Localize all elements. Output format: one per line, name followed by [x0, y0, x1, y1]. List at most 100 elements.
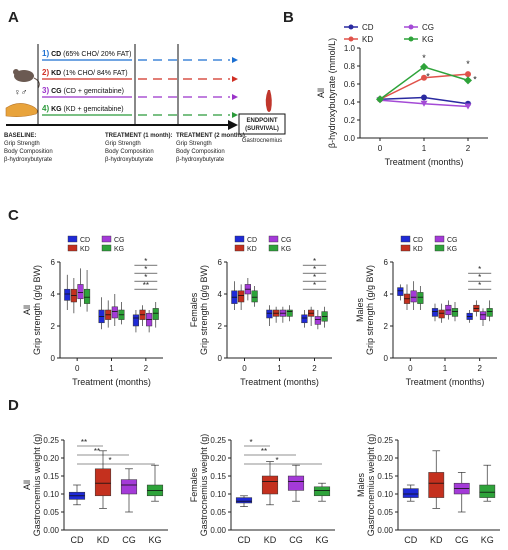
box-kg [479, 484, 496, 498]
legend-label-cg: CG [114, 237, 125, 244]
legend-label-cd: CD [247, 237, 257, 244]
study-design-schematic: ♀♂ 1) CD (65% CHO/ 20% FAT) 2) KD (1% CH… [4, 44, 286, 163]
category-label: CG [289, 535, 303, 545]
y-axis-label-2: Gastrocnemius weight (g) [199, 434, 209, 537]
point-cg [464, 103, 472, 110]
x-tick-label: 1 [443, 364, 448, 373]
y-tick-label: 0.25 [43, 436, 59, 445]
legend-swatch-cg [434, 235, 445, 243]
box-cd [397, 287, 404, 296]
legend-label-kd: KD [413, 246, 423, 253]
box-kg [486, 308, 493, 317]
legend-label-cg: CG [422, 23, 434, 32]
box-cg [120, 479, 138, 495]
significance-star: ** [143, 281, 149, 290]
y-tick-label: 0.05 [377, 508, 393, 517]
y-axis-label-1: All [316, 88, 326, 98]
category-label: KD [430, 535, 443, 545]
y-axis-label-1: Females [189, 467, 199, 502]
y-tick-label: 4 [218, 290, 223, 299]
y-tick-label: 0.0 [344, 134, 356, 143]
category-label: CD [71, 535, 84, 545]
y-tick-label: 2 [384, 322, 389, 331]
y-axis-label-1: Females [189, 292, 199, 327]
panel-c-label: C [8, 207, 19, 224]
x-tick-label: 0 [378, 144, 383, 153]
svg-text:TREATMENT (1 month):: TREATMENT (1 month): [105, 133, 173, 139]
y-axis-label-1: All [22, 305, 32, 315]
point-cg [420, 100, 428, 107]
legend-swatch-kg [101, 244, 112, 252]
legend-swatch-cd [234, 235, 245, 243]
y-tick-label: 0.15 [43, 472, 59, 481]
legend-swatch-kd [400, 244, 411, 252]
x-tick-label: 2 [144, 364, 149, 373]
box-kd [261, 475, 279, 495]
point-kd [421, 74, 427, 81]
legend-label-kg: KG [422, 35, 434, 44]
y-tick-label: 6 [384, 258, 389, 267]
panel-a-label: A [8, 9, 19, 26]
y-tick-label: 0.20 [377, 454, 393, 463]
y-tick-label: 0.6 [344, 80, 356, 89]
pancreas-icon [5, 103, 38, 117]
category-label: KD [97, 535, 110, 545]
y-tick-label: 0.10 [377, 490, 393, 499]
y-tick-label: 6 [218, 258, 223, 267]
y-tick-label: 0.20 [43, 454, 59, 463]
chart-c-grip-males: 0 2 4 6 0 1 2 Treatment (months) Males Grip stren… [355, 235, 497, 387]
y-axis-label-2: Grip strength (g/g BW) [32, 265, 42, 355]
svg-text:BASELINE:: BASELINE: [4, 133, 36, 139]
category-label: CD [404, 535, 417, 545]
legend-marker-kg [408, 36, 414, 42]
x-tick-label: 1 [422, 144, 427, 153]
svg-text:TREATMENT (2 months):: TREATMENT (2 months): [176, 133, 247, 139]
timeline-arrowheads [232, 57, 238, 118]
legend-marker-kd [348, 36, 354, 42]
chart-c-grip-females: 0 2 4 6 0 1 2 Treatment (months) Females Grip str… [189, 235, 332, 387]
box-cd [402, 488, 419, 498]
legend-label-kg: KG [447, 246, 457, 253]
legend-swatch-cg [268, 235, 279, 243]
legend-label-cg: CG [281, 237, 292, 244]
point-kg [464, 76, 472, 85]
significance-star: * [478, 281, 481, 290]
x-tick-label: 0 [242, 364, 247, 373]
panel-d-label: D [8, 397, 19, 414]
significance-star: * [313, 281, 316, 290]
y-tick-label: 0.20 [210, 454, 226, 463]
svg-text:Body Composition: Body Composition [4, 149, 53, 155]
x-tick-label: 1 [277, 364, 282, 373]
box-cd [431, 308, 439, 317]
svg-text:Grip Strength: Grip Strength [4, 141, 40, 147]
legend-label-cd: CD [413, 237, 423, 244]
category-label: KG [148, 535, 161, 545]
y-tick-label: 0 [51, 354, 56, 363]
box-cd [132, 314, 139, 327]
x-tick-label: 0 [75, 364, 80, 373]
box-cg [111, 306, 118, 319]
significance-star: * [144, 257, 147, 266]
box-kg [286, 309, 293, 317]
y-axis-label-1: All [22, 480, 32, 490]
svg-text:β-hydroxybutyrate: β-hydroxybutyrate [176, 157, 225, 163]
legend-swatch-cg [101, 235, 112, 243]
legend-label-cd: CD [80, 237, 90, 244]
box-kg [152, 308, 159, 320]
group-label-cd: 1) CD (65% CHO/ 20% FAT) [42, 49, 131, 58]
legend-marker-cd [348, 24, 354, 30]
chart-d-gastro-females: 0.00 0.05 0.10 0.15 0.20 0.25 CD KD CG KG Females G… [189, 434, 335, 545]
legend-label-kd: KD [80, 246, 90, 253]
legend-swatch-kg [268, 244, 279, 252]
y-tick-label: 0.00 [43, 526, 59, 535]
x-axis-label: Treatment (months) [406, 377, 485, 387]
legend-swatch-cd [400, 235, 411, 243]
y-tick-label: 0.2 [344, 116, 356, 125]
endpoint-sub: (SURVIVAL) [245, 126, 279, 132]
significance-star: * [144, 273, 147, 282]
significance-star: * [275, 456, 278, 465]
endpoint-box [238, 113, 286, 135]
y-tick-label: 6 [51, 258, 56, 267]
legend-label-cg: CG [447, 237, 458, 244]
